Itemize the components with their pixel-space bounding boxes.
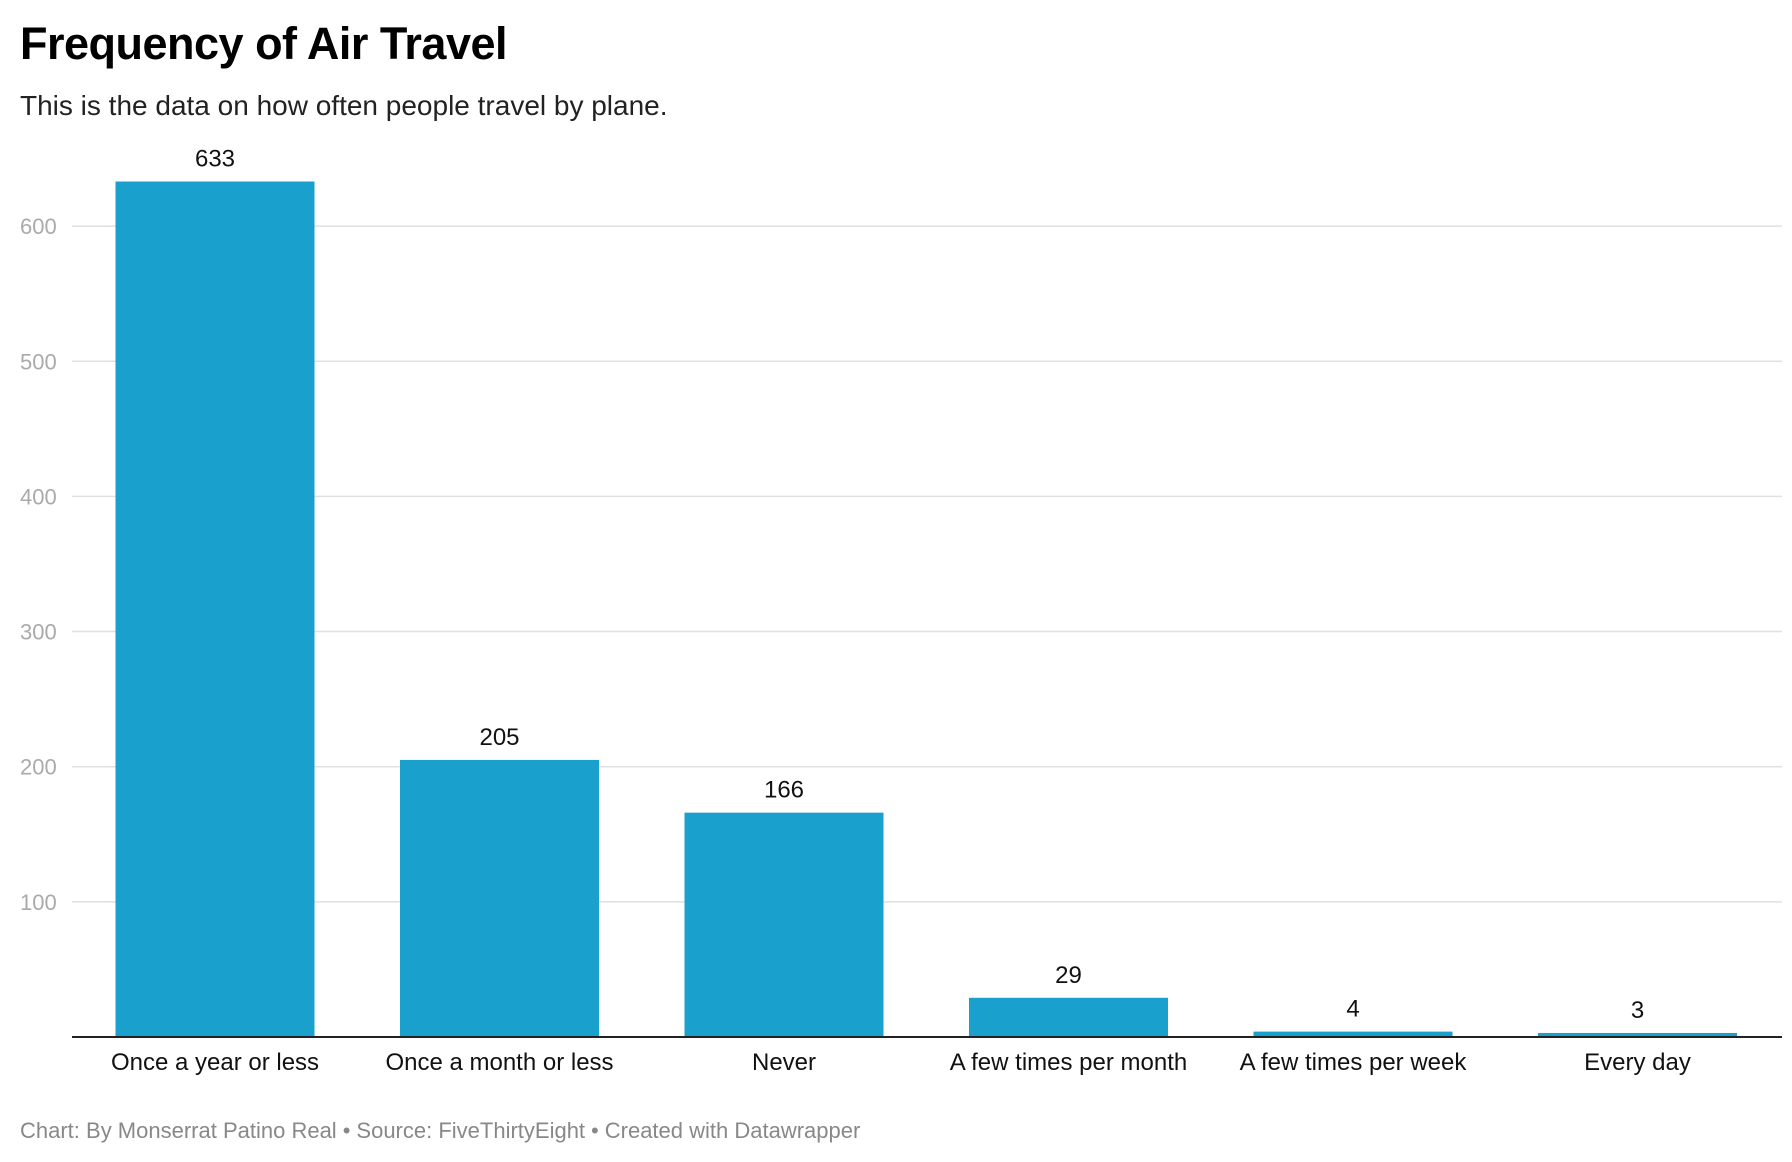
bar — [684, 812, 884, 1037]
y-tick-label: 600 — [20, 214, 57, 239]
chart-footer: Chart: By Monserrat Patino Real • Source: … — [20, 1118, 860, 1144]
bar-value-label: 205 — [479, 724, 519, 751]
chart-subtitle: This is the data on how often people tra… — [20, 90, 668, 121]
y-axis-ticks: 100 200 300 400 500 600 — [20, 214, 57, 915]
bar — [1538, 1032, 1737, 1037]
bar-value-label: 633 — [195, 146, 235, 173]
created-with: Created with Datawrapper — [604, 1118, 861, 1143]
bar-value-label: 4 — [1346, 996, 1359, 1023]
y-tick-label: 500 — [20, 349, 57, 374]
category-label: A few times per month — [950, 1049, 1187, 1076]
category-label: Never — [752, 1049, 816, 1076]
bar-value-label: 3 — [1631, 997, 1644, 1024]
category-label: A few times per week — [1240, 1049, 1468, 1076]
bar — [115, 181, 315, 1038]
category-label: Once a year or less — [111, 1049, 319, 1076]
y-tick-label: 100 — [20, 890, 57, 915]
category-labels: Once a year or less Once a month or less N… — [111, 1049, 1691, 1076]
bar — [969, 997, 1168, 1037]
gridlines — [72, 225, 1782, 903]
bar — [1253, 1031, 1453, 1037]
chart-credit: Chart: By Monserrat Patino Real — [20, 1118, 337, 1143]
footer-separator: • — [342, 1118, 351, 1143]
bar-value-label: 29 — [1055, 962, 1082, 989]
chart-title: Frequency of Air Travel — [20, 18, 508, 69]
category-label: Every day — [1584, 1049, 1691, 1076]
y-tick-label: 300 — [20, 620, 57, 645]
bar — [400, 759, 599, 1037]
footer-separator: • — [591, 1118, 599, 1143]
value-labels: 633 205 166 29 4 3 — [195, 146, 1644, 1024]
bars — [115, 181, 1737, 1038]
category-label: Once a month or less — [385, 1049, 613, 1076]
bar-value-label: 166 — [764, 777, 804, 804]
chart-source: Source: FiveThirtyEight — [356, 1118, 586, 1143]
y-tick-label: 200 — [20, 755, 57, 780]
y-tick-label: 400 — [20, 484, 57, 509]
